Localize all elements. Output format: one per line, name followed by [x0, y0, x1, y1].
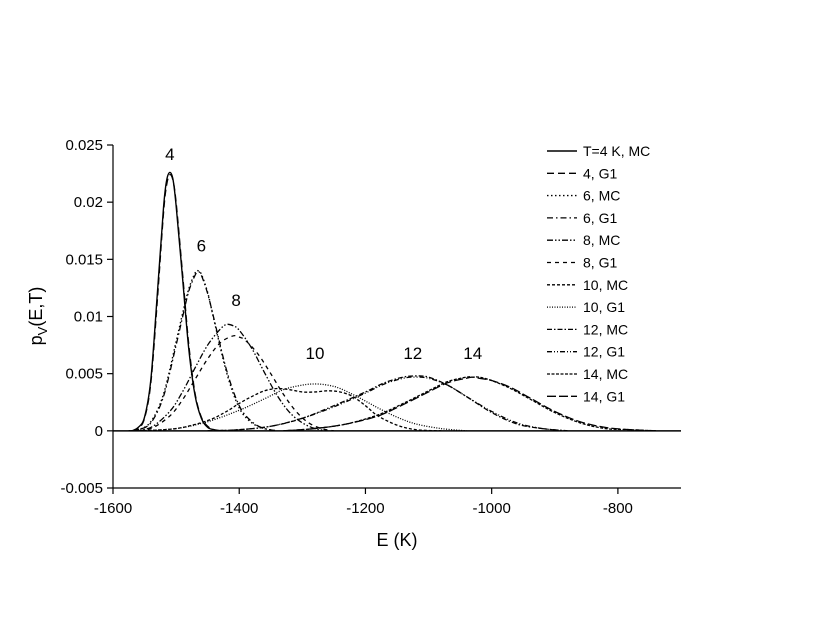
series-line-3: [128, 269, 278, 432]
peak-label: 14: [463, 344, 482, 363]
peak-label: 6: [197, 236, 206, 255]
legend-label: 8, MC: [583, 232, 620, 248]
peak-label: 10: [305, 344, 324, 363]
x-axis-title: E (K): [376, 530, 417, 550]
y-axis-title-suffix: (E,T): [26, 287, 46, 327]
x-tick-label: -1600: [94, 500, 132, 517]
series-line-12: [283, 376, 656, 432]
y-tick-label: 0: [95, 423, 103, 440]
y-tick-label: 0.015: [65, 251, 103, 268]
legend-label: T=4 K, MC: [583, 143, 650, 159]
series-line-4: [128, 271, 278, 432]
series-line-5: [131, 323, 328, 432]
y-tick-label: 0.005: [65, 366, 103, 383]
legend-label: 10, G1: [583, 299, 625, 315]
peak-label: 8: [231, 291, 240, 310]
y-tick-label: 0.025: [65, 137, 103, 154]
peak-labels: 4 6 8 10 12 14: [165, 145, 482, 363]
legend-label: 6, MC: [583, 188, 620, 204]
x-tick-label: -1200: [346, 500, 384, 517]
y-tick-label: 0.01: [74, 309, 103, 326]
y-tick-label: -0.005: [60, 480, 103, 497]
y-axis-title-subscript: V: [35, 326, 50, 335]
y-axis-title-main: p: [26, 335, 46, 345]
peak-label: 4: [165, 145, 174, 164]
x-tick-label: -800: [603, 500, 633, 517]
legend-label: 4, G1: [583, 165, 617, 181]
legend-label: 12, G1: [583, 344, 625, 360]
series-line-2: [131, 173, 221, 432]
legend-label: 14, G1: [583, 388, 625, 404]
series-line-10: [207, 376, 568, 432]
legend: T=4 K, MC 4, G1 6, MC 6, G1 8, MC 8, G1 10, MC…: [547, 143, 650, 404]
legend-label: 14, MC: [583, 366, 628, 382]
legend-label: 10, MC: [583, 277, 628, 293]
x-tick-label: -1000: [472, 500, 510, 517]
series-lines: [128, 171, 656, 432]
series-line-7: [138, 387, 442, 432]
series-line-9: [207, 375, 568, 432]
series-line-6: [131, 334, 335, 432]
peak-label: 12: [403, 344, 422, 363]
axes: -1600 -1400 -1200 -1000 -800 -0.005 0 0.005 0.01…: [60, 137, 681, 517]
legend-label: 8, G1: [583, 255, 617, 271]
series-line-1: [131, 171, 221, 432]
legend-label: 6, G1: [583, 210, 617, 226]
x-tick-label: -1400: [220, 500, 258, 517]
legend-label: 12, MC: [583, 321, 628, 337]
y-tick-label: 0.02: [74, 194, 103, 211]
y-axis-title: pV(E,T): [26, 287, 50, 346]
